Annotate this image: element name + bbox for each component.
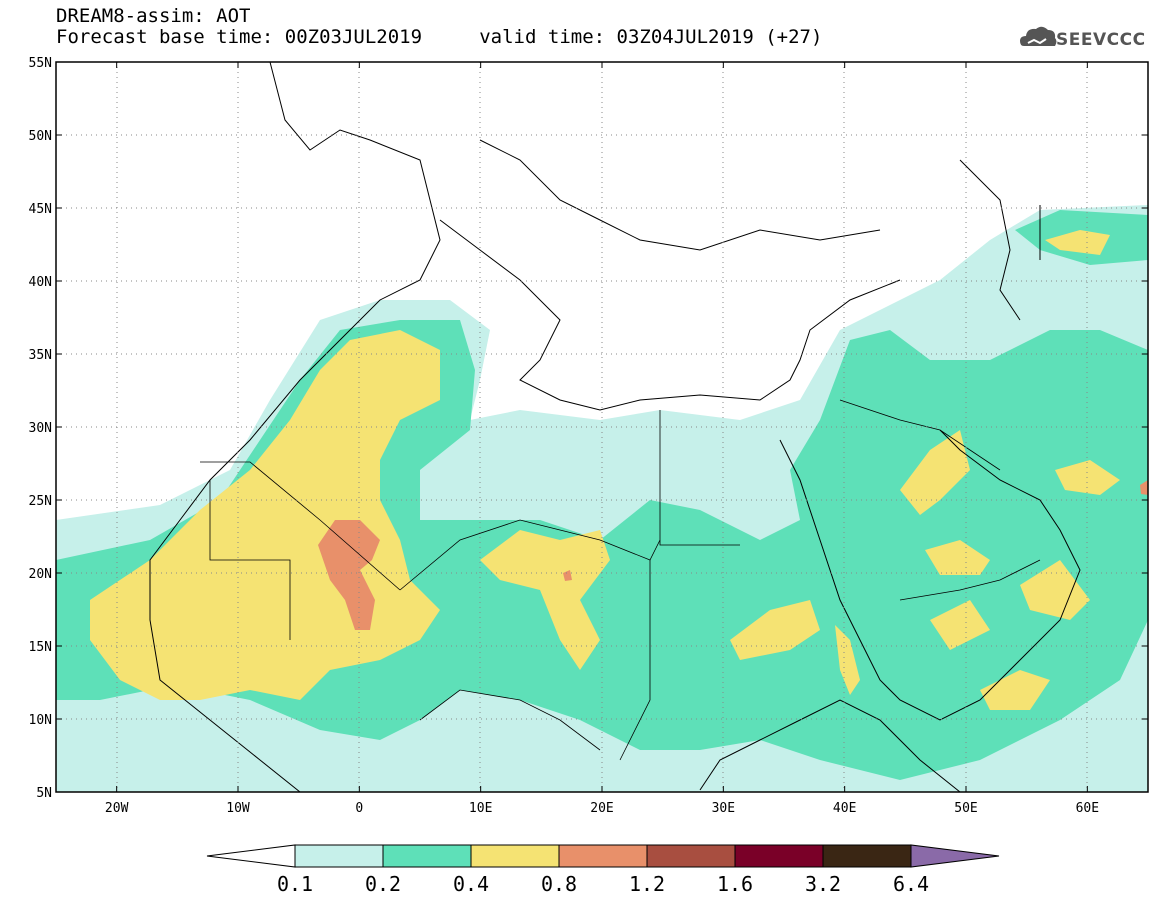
lat-tick-label: 5N [36,786,52,801]
aot-band-0.8 [318,480,1148,630]
logo-text: SEEVCCC [1056,30,1146,50]
lat-tick-label: 40N [29,275,52,290]
colorbar-label: 6.4 [893,872,929,896]
lon-tick-label: 20E [590,801,613,816]
colorbar-high-arrow [910,844,1000,868]
lon-tick-label: 10W [226,801,250,816]
map-title: DREAM8-assim: AOT [56,5,251,27]
colorbar-label: 1.6 [717,872,753,896]
lon-tick-label: 0 [355,801,363,816]
country-borders [200,399,1041,761]
graticule [56,62,1148,792]
lon-tick-label: 10E [469,801,492,816]
cloud-icon [1020,26,1057,46]
forecast-time-line: Forecast base time: 00Z03JUL2019 valid t… [56,26,823,48]
coastlines [149,62,1081,792]
latitude-axis: 55N 50N 45N 40N 35N 30N 25N 20N 15N 10N 5N [29,56,52,801]
colorbar-label: 1.2 [629,872,665,896]
lat-tick-label: 25N [29,494,52,509]
lat-tick-label: 20N [29,567,52,582]
colorbar-swatch [382,844,472,868]
lon-tick-label: 50E [954,801,977,816]
lat-tick-label: 10N [29,713,52,728]
lon-tick-label: 40E [833,801,856,816]
colorbar-swatch [294,844,384,868]
aot-fields [56,62,1148,792]
colorbar-swatch [646,844,736,868]
longitude-axis: 20W 10W 0 10E 20E 30E 40E 50E 60E [105,801,1099,816]
lat-tick-label: 50N [29,129,52,144]
lat-tick-label: 30N [29,421,52,436]
colorbar-label: 0.4 [453,872,489,896]
colorbar-swatch [470,844,560,868]
lat-tick-label: 35N [29,348,52,363]
lat-tick-label: 15N [29,640,52,655]
lon-tick-label: 30E [712,801,735,816]
colorbar-label: 0.8 [541,872,577,896]
lat-tick-label: 45N [29,202,52,217]
axis-ticks [56,61,1148,793]
lat-tick-label: 55N [29,56,52,71]
colorbar-swatch [822,844,912,868]
colorbar-label: 3.2 [805,872,841,896]
colorbar-label: 0.2 [365,872,401,896]
lon-tick-label: 60E [1076,801,1099,816]
colorbar-swatch [734,844,824,868]
colorbar-swatch [558,844,648,868]
colorbar: 0.1 0.2 0.4 0.8 1.2 1.6 3.2 6.4 [206,844,1000,896]
lon-tick-label: 20W [105,801,129,816]
colorbar-label: 0.1 [277,872,313,896]
colorbar-low-arrow [206,844,296,868]
